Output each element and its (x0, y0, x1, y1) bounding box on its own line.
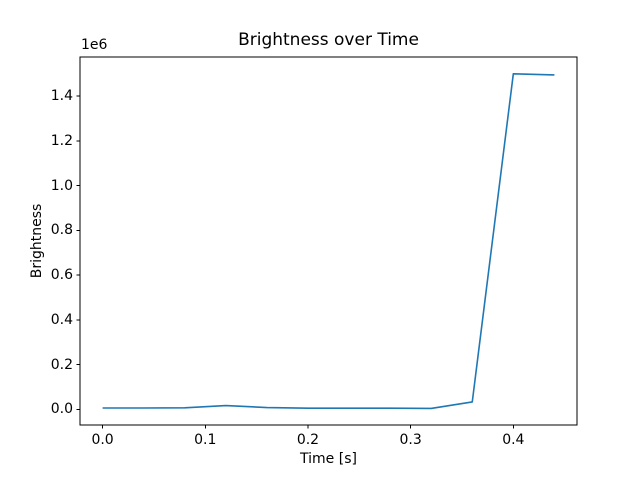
y-tick-label: 1.0 (50, 177, 73, 194)
y-tick-label: 0.4 (50, 311, 73, 328)
x-tick-label: 0.0 (91, 432, 114, 448)
y-tick-label: 0.0 (50, 401, 73, 418)
y-tick-label: 0.8 (50, 222, 73, 239)
x-tick-label: 0.1 (194, 432, 217, 448)
series-line-brightness (102, 72, 555, 410)
y-tick-label: 1.4 (50, 88, 73, 105)
chart-title: Brightness over Time (238, 30, 419, 50)
y-tick-label: 0.6 (50, 267, 73, 284)
x-tick-label: 0.3 (399, 432, 422, 448)
axes-box (79, 56, 578, 426)
y-tick-label: 1.2 (50, 132, 73, 149)
x-axis-label: Time [s] (300, 451, 357, 467)
y-axis-offset-text: 1e6 (81, 37, 108, 53)
y-tick-label: 0.2 (50, 356, 73, 373)
x-tick-label: 0.4 (502, 432, 525, 448)
x-tick-label: 0.2 (296, 432, 320, 448)
